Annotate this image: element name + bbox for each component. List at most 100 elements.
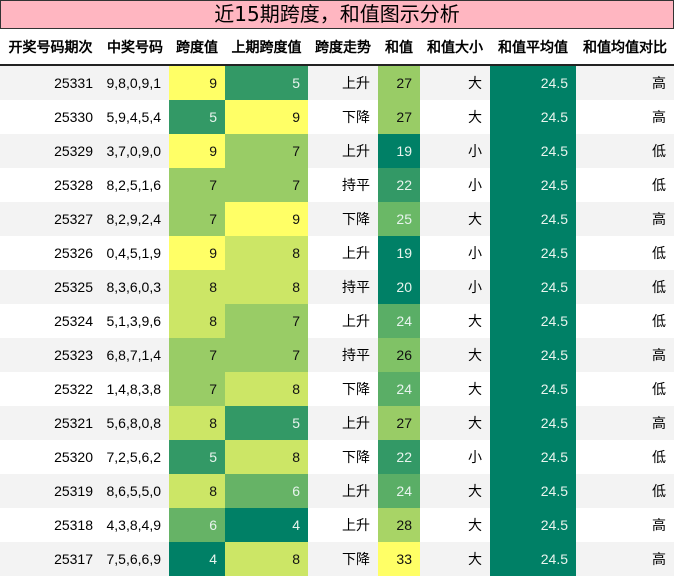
table-row[interactable]: 25330 5,9,4,5,4 5 9 下降 27 大 24.5 高 xyxy=(0,100,674,134)
prev-span-cell: 7 xyxy=(225,338,308,372)
avg-cell: 24.5 xyxy=(490,65,576,100)
numbers-cell: 4,3,8,4,9 xyxy=(101,508,169,542)
prev-span-cell: 9 xyxy=(225,202,308,236)
period-cell: 25322 xyxy=(0,372,101,406)
sum-cell: 24 xyxy=(378,474,420,508)
prev-span-cell: 7 xyxy=(225,304,308,338)
table-row[interactable]: 25326 0,4,5,1,9 9 8 上升 19 小 24.5 低 xyxy=(0,236,674,270)
prev-span-cell: 7 xyxy=(225,134,308,168)
sum-cell: 33 xyxy=(378,542,420,576)
prev-span-cell: 8 xyxy=(225,270,308,304)
period-cell: 25319 xyxy=(0,474,101,508)
table-row[interactable]: 25318 4,3,8,4,9 6 4 上升 28 大 24.5 高 xyxy=(0,508,674,542)
col-header-prev-span[interactable]: 上期跨度值 xyxy=(225,29,308,66)
col-header-size[interactable]: 和值大小 xyxy=(420,29,490,66)
period-cell: 25320 xyxy=(0,440,101,474)
span-cell: 4 xyxy=(169,542,225,576)
table-row[interactable]: 25331 9,8,0,9,1 9 5 上升 27 大 24.5 高 xyxy=(0,65,674,100)
sum-cell: 25 xyxy=(378,202,420,236)
compare-cell: 低 xyxy=(576,236,674,270)
period-cell: 25331 xyxy=(0,65,101,100)
table-row[interactable]: 25322 1,4,8,3,8 7 8 下降 24 大 24.5 低 xyxy=(0,372,674,406)
compare-cell: 低 xyxy=(576,270,674,304)
avg-cell: 24.5 xyxy=(490,168,576,202)
trend-cell: 下降 xyxy=(308,202,378,236)
trend-cell: 持平 xyxy=(308,168,378,202)
span-cell: 9 xyxy=(169,134,225,168)
sum-cell: 28 xyxy=(378,508,420,542)
table-row[interactable]: 25317 7,5,6,6,9 4 8 下降 33 大 24.5 高 xyxy=(0,542,674,576)
table-row[interactable]: 25321 5,6,8,0,8 8 5 上升 27 大 24.5 高 xyxy=(0,406,674,440)
compare-cell: 高 xyxy=(576,202,674,236)
size-cell: 小 xyxy=(420,236,490,270)
span-cell: 8 xyxy=(169,406,225,440)
size-cell: 小 xyxy=(420,134,490,168)
table-row[interactable]: 25320 7,2,5,6,2 5 8 下降 22 小 24.5 低 xyxy=(0,440,674,474)
period-cell: 25321 xyxy=(0,406,101,440)
numbers-cell: 1,4,8,3,8 xyxy=(101,372,169,406)
numbers-cell: 7,5,6,6,9 xyxy=(101,542,169,576)
sum-cell: 27 xyxy=(378,65,420,100)
avg-cell: 24.5 xyxy=(490,338,576,372)
period-cell: 25325 xyxy=(0,270,101,304)
avg-cell: 24.5 xyxy=(490,508,576,542)
numbers-cell: 8,6,5,5,0 xyxy=(101,474,169,508)
prev-span-cell: 5 xyxy=(225,406,308,440)
trend-cell: 持平 xyxy=(308,338,378,372)
size-cell: 大 xyxy=(420,338,490,372)
numbers-cell: 8,2,5,1,6 xyxy=(101,168,169,202)
size-cell: 大 xyxy=(420,406,490,440)
table-row[interactable]: 25324 5,1,3,9,6 8 7 上升 24 大 24.5 低 xyxy=(0,304,674,338)
table-row[interactable]: 25329 3,7,0,9,0 9 7 上升 19 小 24.5 低 xyxy=(0,134,674,168)
prev-span-cell: 8 xyxy=(225,236,308,270)
compare-cell: 低 xyxy=(576,372,674,406)
compare-cell: 高 xyxy=(576,65,674,100)
avg-cell: 24.5 xyxy=(490,100,576,134)
table-row[interactable]: 25325 8,3,6,0,3 8 8 持平 20 小 24.5 低 xyxy=(0,270,674,304)
prev-span-cell: 9 xyxy=(225,100,308,134)
col-header-avg[interactable]: 和值平均值 xyxy=(490,29,576,66)
period-cell: 25317 xyxy=(0,542,101,576)
avg-cell: 24.5 xyxy=(490,134,576,168)
span-cell: 7 xyxy=(169,372,225,406)
numbers-cell: 8,2,9,2,4 xyxy=(101,202,169,236)
compare-cell: 低 xyxy=(576,134,674,168)
size-cell: 大 xyxy=(420,372,490,406)
trend-cell: 上升 xyxy=(308,304,378,338)
col-header-sum[interactable]: 和值 xyxy=(378,29,420,66)
table-row[interactable]: 25323 6,8,7,1,4 7 7 持平 26 大 24.5 高 xyxy=(0,338,674,372)
numbers-cell: 5,9,4,5,4 xyxy=(101,100,169,134)
col-header-trend[interactable]: 跨度走势 xyxy=(308,29,378,66)
col-header-span[interactable]: 跨度值 xyxy=(169,29,225,66)
table-row[interactable]: 25327 8,2,9,2,4 7 9 下降 25 大 24.5 高 xyxy=(0,202,674,236)
col-header-compare[interactable]: 和值均值对比 xyxy=(576,29,674,66)
sum-cell: 24 xyxy=(378,304,420,338)
sum-cell: 22 xyxy=(378,440,420,474)
header-row: 开奖号码期次 中奖号码 跨度值 上期跨度值 跨度走势 和值 和值大小 和值平均值… xyxy=(0,29,674,66)
compare-cell: 高 xyxy=(576,508,674,542)
col-header-numbers[interactable]: 中奖号码 xyxy=(101,29,169,66)
numbers-cell: 0,4,5,1,9 xyxy=(101,236,169,270)
period-cell: 25329 xyxy=(0,134,101,168)
table-row[interactable]: 25319 8,6,5,5,0 8 6 上升 24 大 24.5 低 xyxy=(0,474,674,508)
span-cell: 9 xyxy=(169,65,225,100)
span-cell: 5 xyxy=(169,440,225,474)
avg-cell: 24.5 xyxy=(490,202,576,236)
avg-cell: 24.5 xyxy=(490,474,576,508)
sum-cell: 19 xyxy=(378,134,420,168)
span-cell: 8 xyxy=(169,304,225,338)
numbers-cell: 6,8,7,1,4 xyxy=(101,338,169,372)
avg-cell: 24.5 xyxy=(490,372,576,406)
numbers-cell: 5,1,3,9,6 xyxy=(101,304,169,338)
prev-span-cell: 8 xyxy=(225,440,308,474)
size-cell: 大 xyxy=(420,100,490,134)
prev-span-cell: 5 xyxy=(225,65,308,100)
avg-cell: 24.5 xyxy=(490,542,576,576)
table-row[interactable]: 25328 8,2,5,1,6 7 7 持平 22 小 24.5 低 xyxy=(0,168,674,202)
period-cell: 25324 xyxy=(0,304,101,338)
trend-cell: 下降 xyxy=(308,542,378,576)
trend-cell: 下降 xyxy=(308,372,378,406)
col-header-period[interactable]: 开奖号码期次 xyxy=(0,29,101,66)
size-cell: 大 xyxy=(420,65,490,100)
prev-span-cell: 6 xyxy=(225,474,308,508)
